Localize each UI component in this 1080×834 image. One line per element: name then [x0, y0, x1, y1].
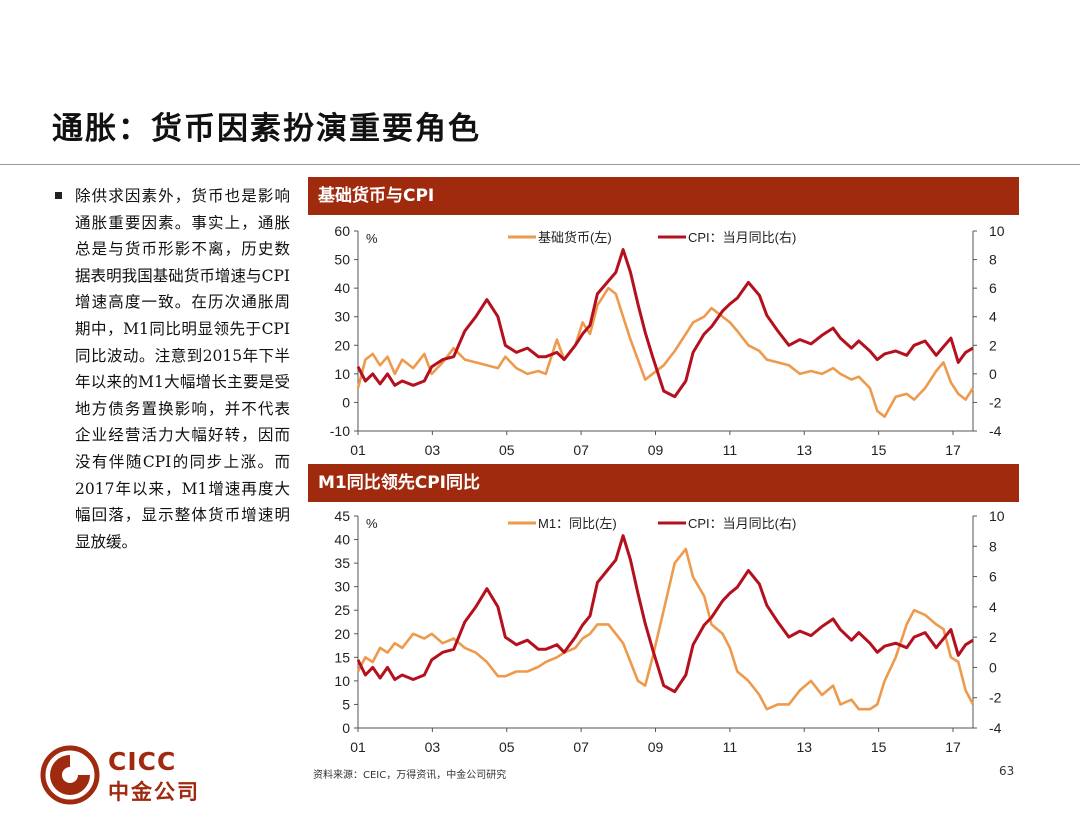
right-tick-label: 6 [989, 569, 997, 585]
x-tick-label: 11 [723, 739, 738, 755]
left-tick-label: 10 [334, 366, 350, 382]
left-tick-label: -10 [330, 423, 350, 439]
source-note: 资料来源：CEIC，万得资讯，中金公司研究 [313, 770, 507, 781]
left-tick-label: 25 [334, 602, 350, 618]
right-tick-label: 6 [989, 280, 997, 296]
series-line-right [356, 248, 974, 399]
x-tick-label: 05 [499, 442, 515, 458]
right-tick-label: -4 [989, 423, 1002, 439]
left-tick-label: 0 [342, 394, 350, 410]
right-tick-label: 0 [989, 366, 997, 382]
right-tick-label: 4 [989, 309, 997, 325]
left-tick-label: 20 [334, 337, 350, 353]
left-tick-label: 30 [334, 309, 350, 325]
right-tick-label: 8 [989, 538, 997, 554]
left-tick-label: 10 [334, 673, 350, 689]
logo-text-en: CICC [108, 747, 177, 776]
right-tick-label: 2 [989, 337, 997, 353]
x-tick-label: 07 [573, 442, 589, 458]
chart1-header: 基础货币与CPI [308, 177, 1019, 215]
bullet-block: 除供求因素外，货币也是影响通胀重要因素。事实上，通胀总是与货币形影不离，历史数据… [55, 183, 290, 555]
x-tick-label: 17 [945, 442, 961, 458]
series-line-right [356, 534, 974, 694]
x-tick-label: 05 [499, 739, 515, 755]
right-tick-label: 0 [989, 659, 997, 675]
legend-label: CPI：当月同比(右) [688, 230, 796, 245]
logo-text-cn: 中金公司 [108, 780, 200, 804]
cicc-logo-icon [40, 745, 100, 805]
series-line-left [356, 547, 975, 711]
left-tick-label: 0 [342, 720, 350, 736]
left-tick-label: 20 [334, 626, 350, 642]
x-tick-label: 11 [723, 442, 738, 458]
x-tick-label: 17 [945, 739, 961, 755]
right-tick-label: -2 [989, 394, 1002, 410]
x-tick-label: 09 [648, 442, 664, 458]
bullet-square-icon [55, 192, 62, 199]
x-tick-label: 13 [796, 442, 812, 458]
left-tick-label: 15 [334, 649, 350, 665]
right-tick-label: 10 [989, 223, 1005, 239]
left-tick-label: 50 [334, 252, 350, 268]
legend-label: CPI：当月同比(右) [688, 516, 796, 531]
left-unit-label: % [366, 231, 378, 246]
page-number: 63 [999, 764, 1015, 778]
right-tick-label: 10 [989, 508, 1005, 524]
x-tick-label: 09 [648, 739, 664, 755]
left-tick-label: 40 [334, 532, 350, 548]
left-tick-label: 60 [334, 223, 350, 239]
x-tick-label: 07 [573, 739, 589, 755]
x-tick-label: 15 [871, 442, 887, 458]
bullet-text: 除供求因素外，货币也是影响通胀重要因素。事实上，通胀总是与货币形影不离，历史数据… [75, 187, 290, 551]
right-tick-label: -2 [989, 690, 1002, 706]
right-tick-label: 2 [989, 629, 997, 645]
left-tick-label: 30 [334, 579, 350, 595]
x-tick-label: 01 [350, 442, 366, 458]
chart2-header: M1同比领先CPI同比 [308, 464, 1019, 502]
legend-label: 基础货币(左) [538, 230, 612, 245]
title-divider [0, 164, 1080, 165]
x-tick-label: 01 [350, 739, 366, 755]
page-title: 通胀：货币因素扮演重要角色 [52, 111, 481, 147]
x-tick-label: 03 [425, 739, 441, 755]
left-tick-label: 40 [334, 280, 350, 296]
x-tick-label: 03 [425, 442, 441, 458]
left-tick-label: 5 [342, 696, 350, 712]
left-tick-label: 45 [334, 508, 350, 524]
x-tick-label: 13 [796, 739, 812, 755]
x-tick-label: 15 [871, 739, 887, 755]
left-unit-label: % [366, 516, 378, 531]
right-tick-label: -4 [989, 720, 1002, 736]
right-tick-label: 8 [989, 252, 997, 268]
right-tick-label: 4 [989, 599, 997, 615]
left-tick-label: 35 [334, 555, 350, 571]
legend-label: M1：同比(左) [538, 516, 617, 531]
series-line-left [356, 286, 975, 418]
